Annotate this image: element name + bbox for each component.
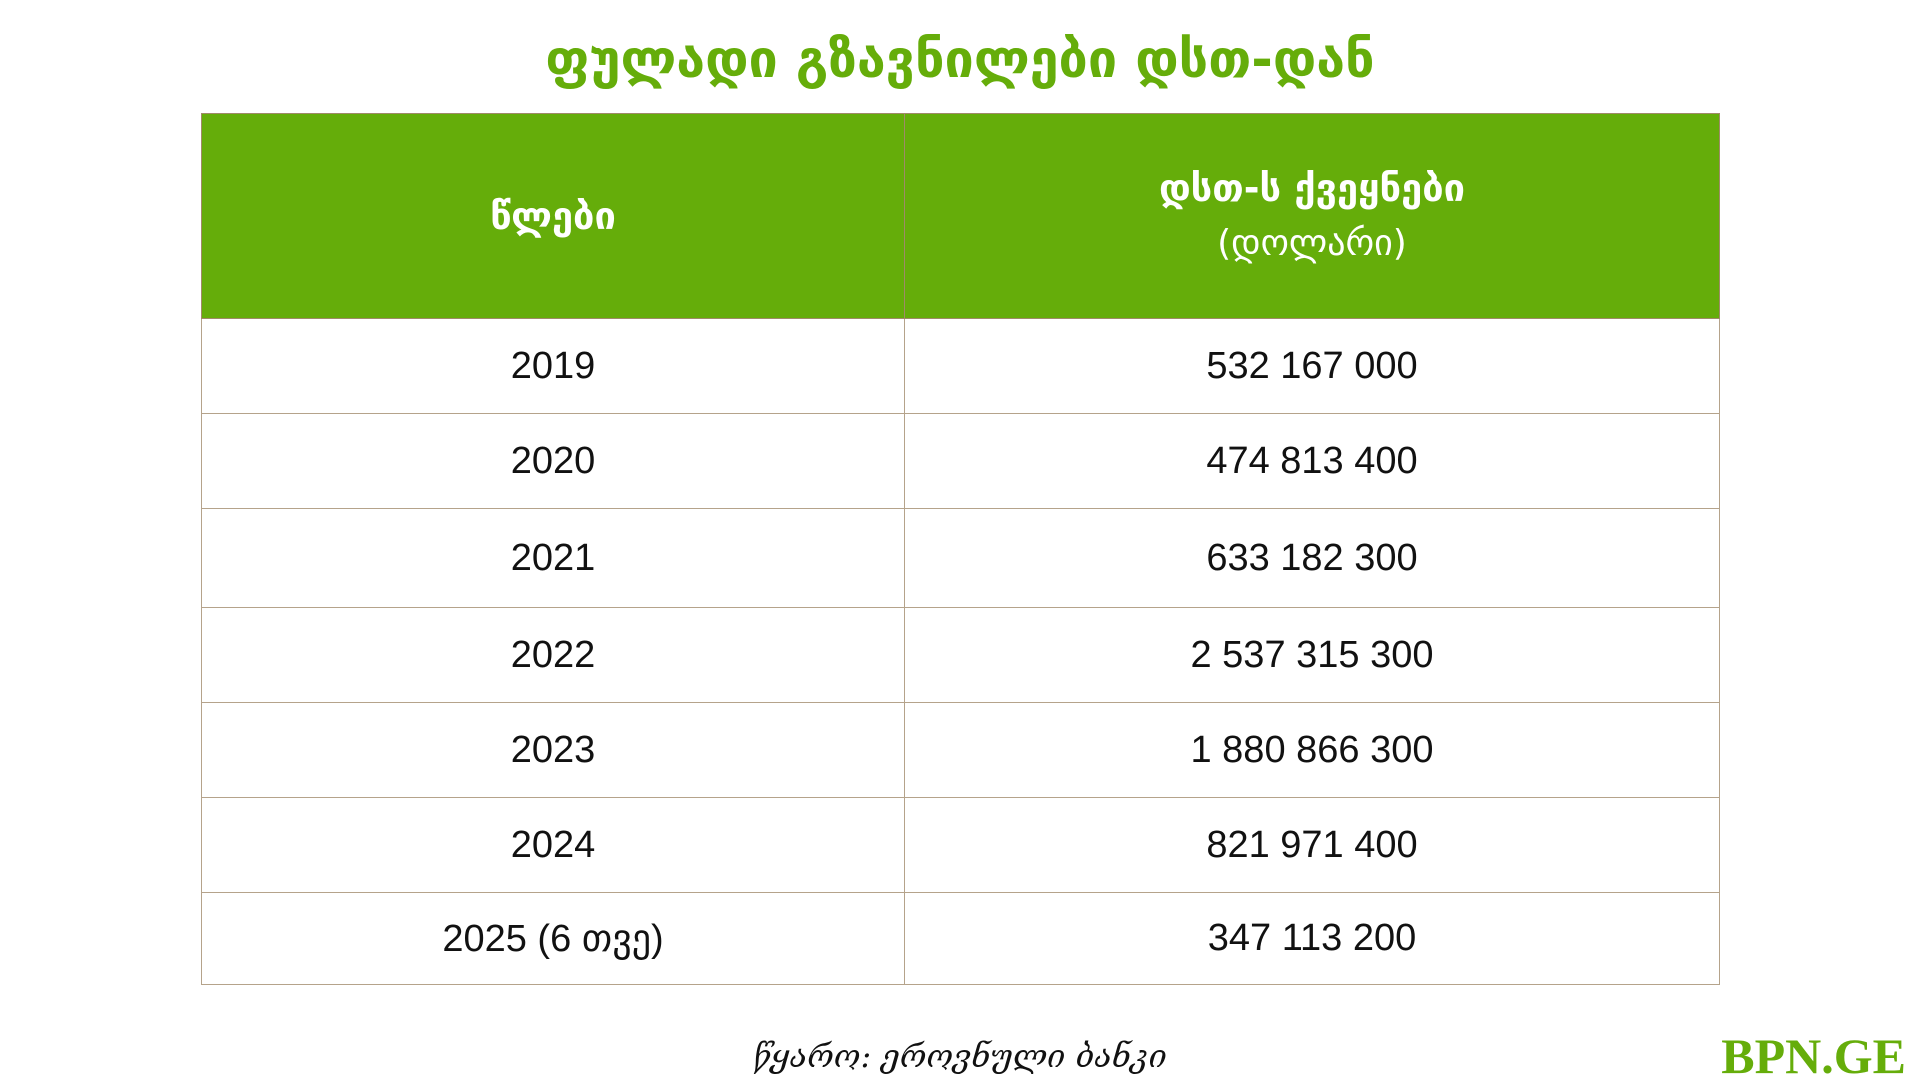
table-row: 2022 2 537 315 300 — [201, 607, 1720, 703]
value-cell: 474 813 400 — [904, 413, 1720, 509]
table-row: 2025 (6 თვე) 347 113 200 — [201, 892, 1720, 985]
page-title: ფულადი გზავნილები დსთ-დან — [545, 30, 1375, 90]
data-table: წლები დსთ-ს ქვეყნები (დოლარი) 2019 532 16… — [201, 113, 1720, 985]
table-row: 2020 474 813 400 — [201, 413, 1720, 509]
year-cell: 2019 — [201, 318, 905, 414]
value-cell: 1 880 866 300 — [904, 702, 1720, 798]
year-cell: 2022 — [201, 607, 905, 703]
value-cell: 347 113 200 — [904, 892, 1720, 985]
column-header-unit: (დოლარი) — [1217, 223, 1407, 264]
table-row: 2023 1 880 866 300 — [201, 702, 1720, 798]
year-cell: 2024 — [201, 797, 905, 893]
value-cell: 532 167 000 — [904, 318, 1720, 414]
value-cell: 2 537 315 300 — [904, 607, 1720, 703]
year-cell: 2023 — [201, 702, 905, 798]
brand-logo: BPN.GE — [1721, 1028, 1906, 1084]
column-header-years: წლები — [201, 113, 905, 319]
value-cell: 821 971 400 — [904, 797, 1720, 893]
year-cell: 2021 — [201, 508, 905, 608]
year-cell: 2020 — [201, 413, 905, 509]
table-row: 2021 633 182 300 — [201, 508, 1720, 608]
source-note: წყარო: ეროვნული ბანკი — [753, 1037, 1167, 1075]
column-header-years-label: წლები — [490, 194, 616, 238]
table-row: 2019 532 167 000 — [201, 318, 1720, 414]
table-header-row: წლები დსთ-ს ქვეყნები (დოლარი) — [201, 113, 1720, 319]
column-header-cis-countries: დსთ-ს ქვეყნები (დოლარი) — [904, 113, 1720, 319]
year-cell: 2025 (6 თვე) — [201, 892, 905, 985]
table-row: 2024 821 971 400 — [201, 797, 1720, 893]
value-cell: 633 182 300 — [904, 508, 1720, 608]
column-header-cis-label: დსთ-ს ქვეყნები — [1158, 166, 1466, 210]
